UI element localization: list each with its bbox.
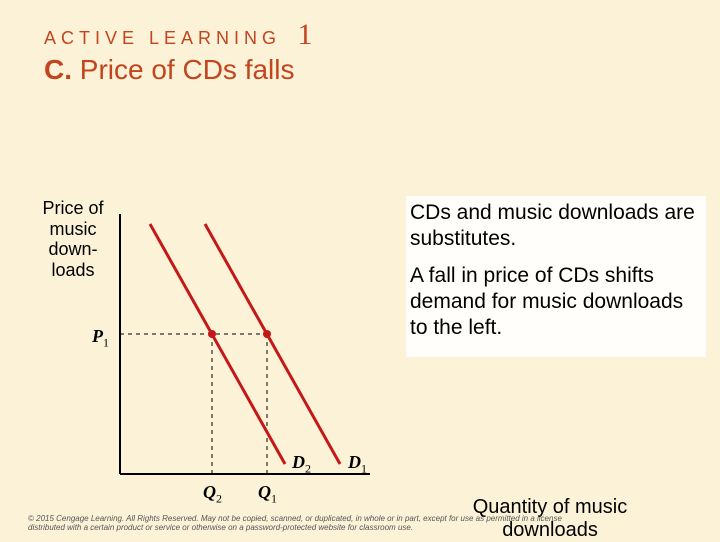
title-text: Price of CDs falls [80,54,295,85]
chart-svg [110,214,380,514]
d1-label: D1 [348,452,367,477]
kicker-text: ACTIVE LEARNING [44,28,281,48]
d2-label: D2 [292,452,311,477]
kicker-number: 1 [298,18,313,51]
q1-label: Q1 [258,482,277,507]
explanation-p1: CDs and music downloads are substitutes. [410,200,702,253]
content-area: Price of music down-loads P1 D2 D1 Q2 Q1… [0,86,720,466]
y-axis-label: Price of music down-loads [32,198,114,281]
slide-header: ACTIVE LEARNING 1 C. Price of CDs falls [0,0,720,86]
q2-label: Q2 [203,482,222,507]
explanation-p2: A fall in price of CDs shifts demand for… [410,263,702,342]
copyright-text: © 2015 Cengage Learning. All Rights Rese… [28,514,588,532]
title-line: C. Price of CDs falls [44,54,720,86]
title-prefix: C. [44,54,72,85]
p1-label: P1 [92,326,109,351]
demand-shift-chart: P1 D2 D1 Q2 Q1 [110,214,380,494]
kicker-line: ACTIVE LEARNING 1 [44,18,720,52]
explanation-box: CDs and music downloads are substitutes.… [406,196,706,357]
